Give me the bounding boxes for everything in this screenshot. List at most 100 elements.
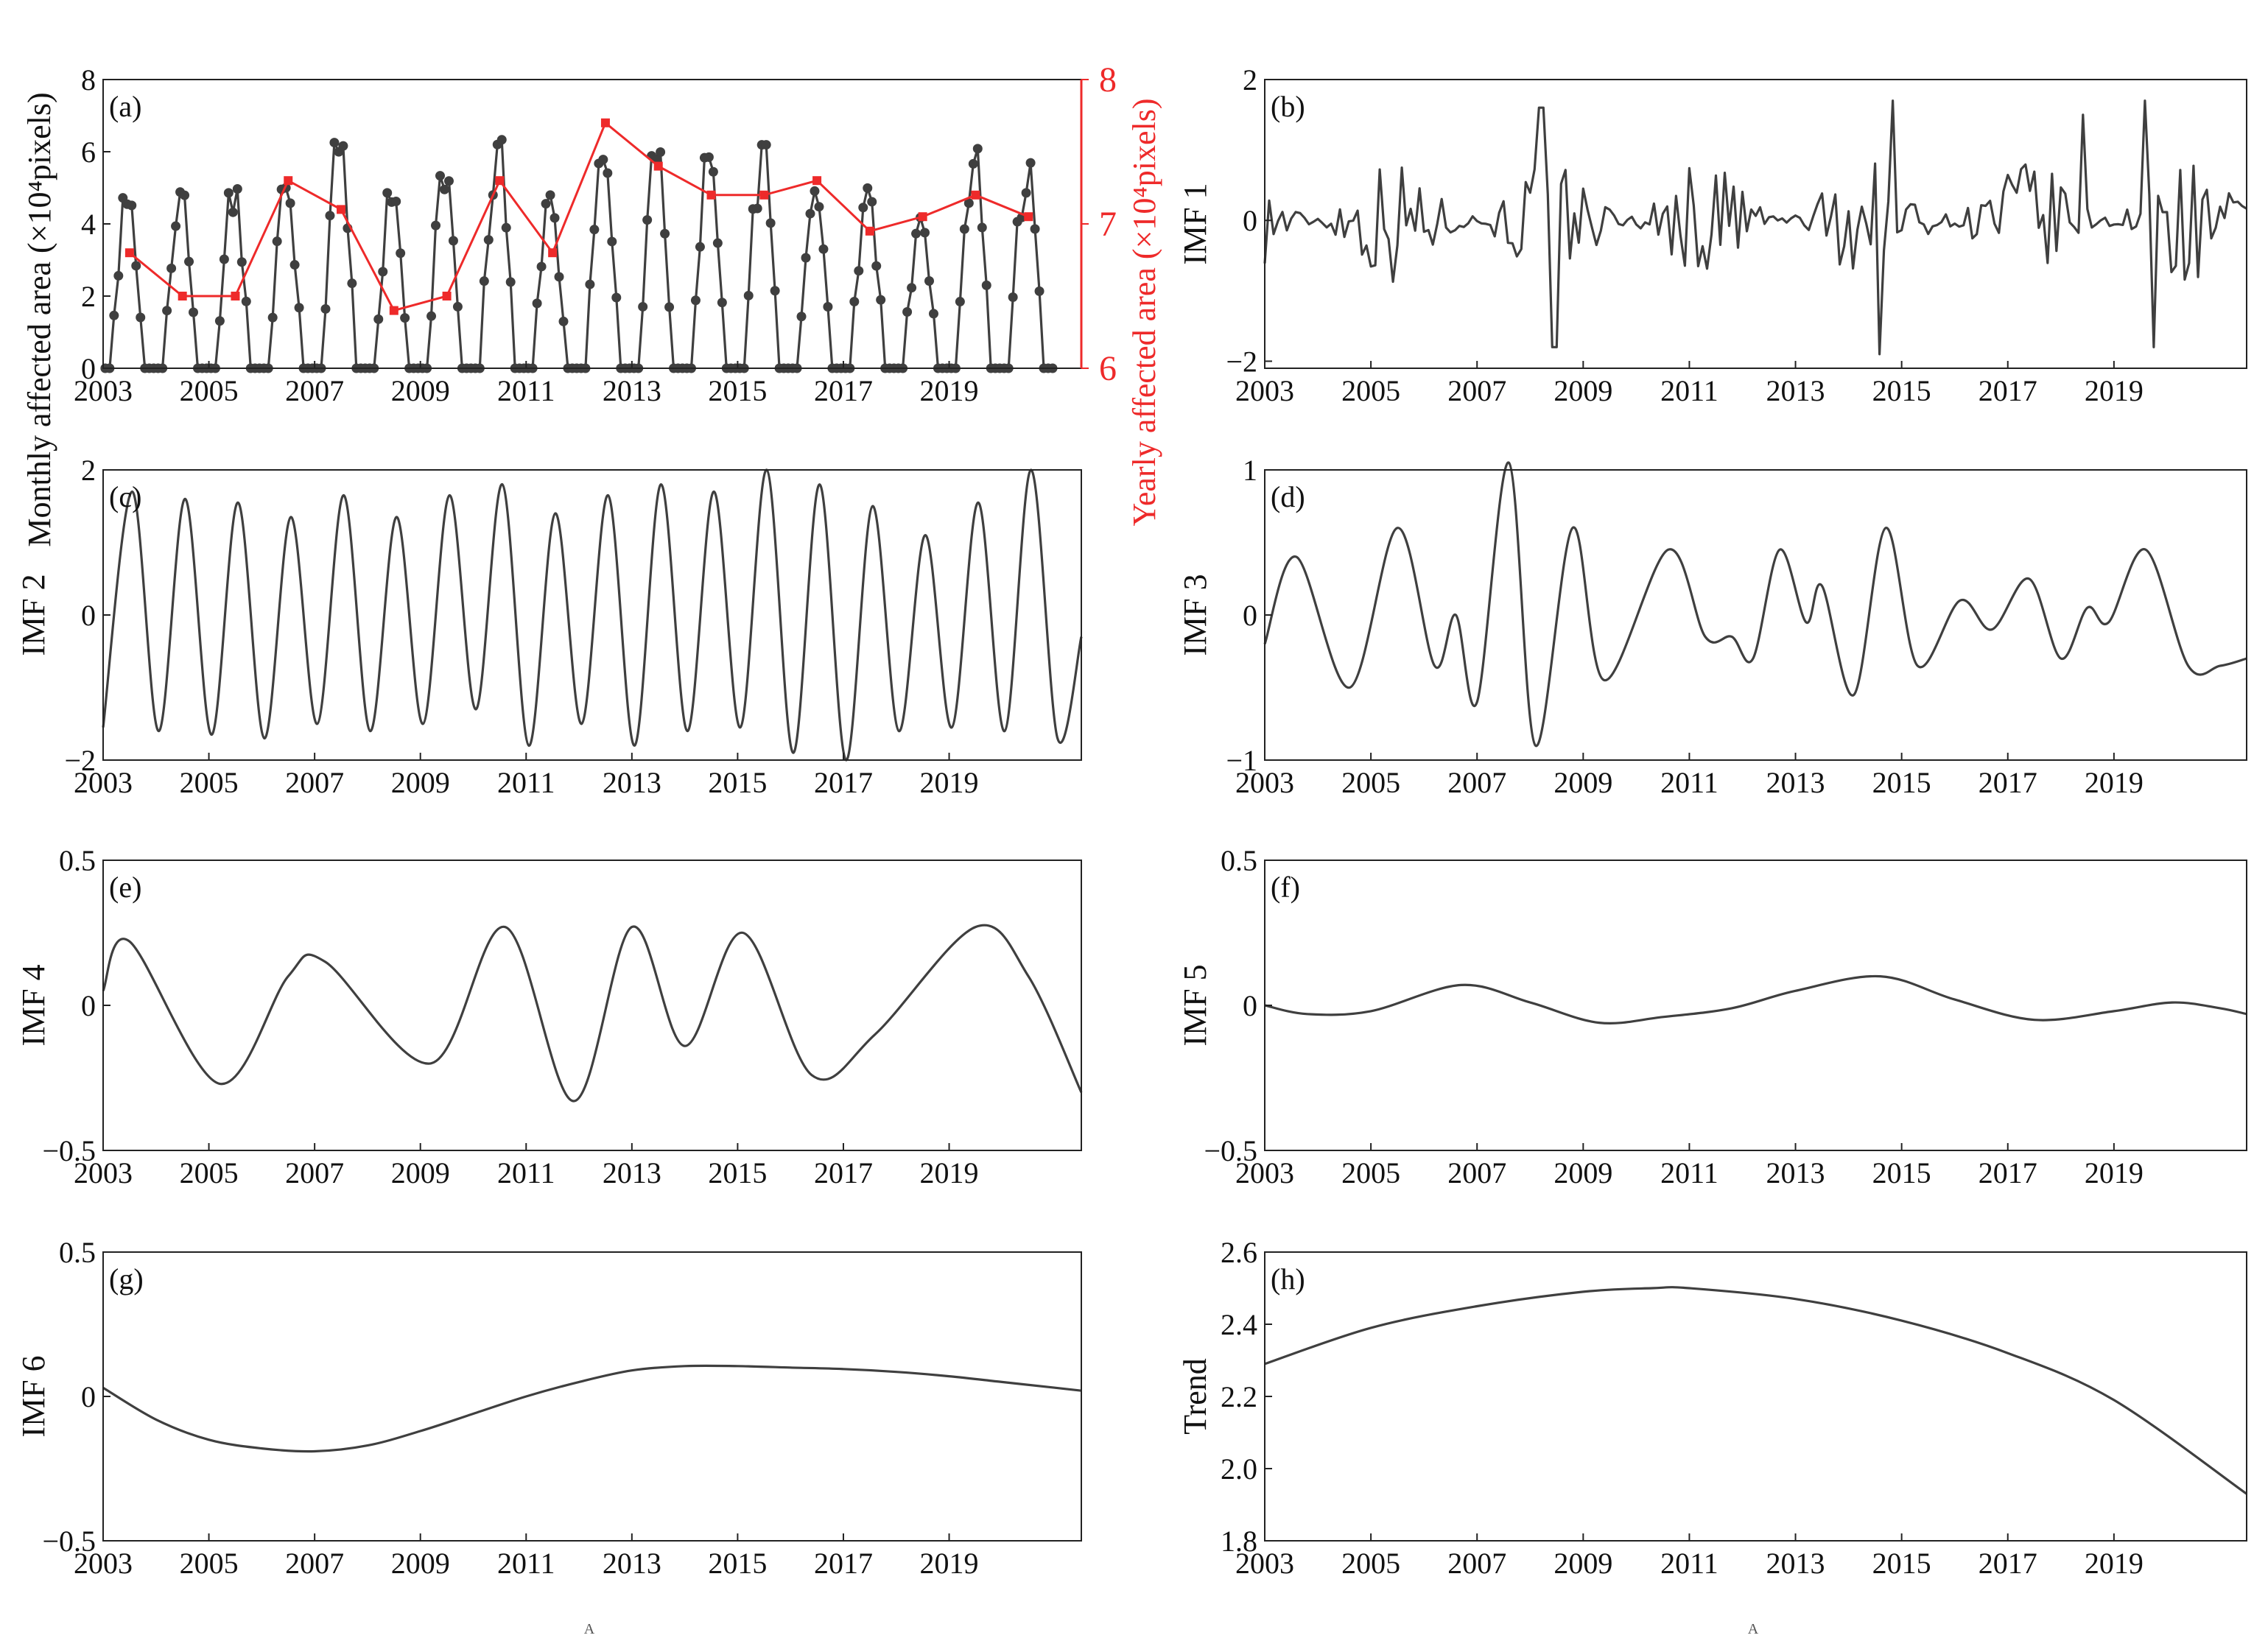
data-point-yearly (548, 248, 558, 258)
data-point-monthly (911, 228, 921, 239)
data-point-monthly (703, 152, 714, 162)
y-tick-label: 0 (1243, 599, 1257, 632)
data-point-monthly (770, 286, 780, 296)
y-tick-label: 0 (81, 1380, 96, 1413)
x-tick-label: 2007 (285, 766, 344, 799)
data-point-monthly (439, 184, 449, 194)
data-point-monthly (1008, 292, 1018, 303)
data-point-monthly (214, 316, 225, 326)
x-tick-label: 2005 (1341, 766, 1400, 799)
x-tick-label: 2013 (603, 1547, 661, 1580)
y-tick-label: 8 (81, 63, 96, 96)
data-point-yearly (442, 292, 452, 300)
data-point-monthly (924, 275, 935, 286)
data-point-yearly (1024, 212, 1033, 222)
panel-g: 2003 2005 2007 2009 2011 2013 2015 2017 2019 −0.5… (15, 1236, 1082, 1580)
y-axis-label: IMF 4 (15, 964, 52, 1046)
x-tick-label: 2009 (391, 766, 450, 799)
x-tick-label: 2009 (1553, 1156, 1612, 1189)
data-point-yearly (495, 176, 505, 186)
data-point-monthly (223, 188, 234, 198)
data-point-monthly (761, 140, 771, 150)
x-tick-label: 2011 (1660, 1156, 1718, 1189)
data-point-monthly (1034, 286, 1045, 296)
series-line-d-0 (1263, 461, 2247, 747)
data-point-monthly (695, 242, 705, 252)
data-point-monthly (558, 316, 569, 326)
x-tick-label: 2005 (180, 1547, 239, 1580)
data-point-yearly (389, 306, 399, 315)
series-line-f-0 (1264, 974, 2247, 1024)
panel-label: (h) (1271, 1262, 1305, 1296)
data-point-monthly (902, 307, 913, 317)
x-tick-label: 2005 (180, 1156, 239, 1189)
x-tick-label: 2015 (708, 374, 767, 407)
data-point-yearly (284, 176, 293, 186)
data-point-monthly (541, 199, 551, 209)
x-tick-label: 2015 (708, 1156, 767, 1189)
x-tick-label: 2013 (1766, 374, 1825, 407)
x-tick-label: 2019 (2085, 1547, 2144, 1580)
x-tick-label: 2011 (497, 1156, 555, 1189)
data-point-monthly (171, 221, 181, 231)
x-tick-label: 2013 (1766, 1156, 1825, 1189)
data-point-monthly (338, 141, 348, 151)
x-tick-label: 2019 (2085, 1156, 2144, 1189)
y-tick-label: 1 (1243, 454, 1257, 487)
x-tick-label: 2017 (814, 1547, 873, 1580)
x-tick-label: 2015 (708, 1547, 767, 1580)
x-tick-label: 2017 (1979, 374, 2037, 407)
data-point-monthly (959, 224, 969, 234)
data-point-monthly (400, 313, 410, 323)
data-point-monthly (236, 257, 247, 267)
x-tick-label: 2019 (920, 766, 979, 799)
data-point-monthly (325, 211, 335, 221)
y-tick-label: 1.8 (1221, 1525, 1257, 1558)
x-tick-label: 2011 (1660, 1547, 1718, 1580)
data-point-monthly (294, 303, 304, 313)
y-tick-label: 0 (81, 989, 96, 1022)
x-tick-label: 2003 (74, 1547, 133, 1580)
panel-label: (d) (1271, 480, 1305, 513)
data-point-monthly (854, 266, 864, 276)
x-tick-label: 2007 (1447, 374, 1506, 407)
data-point-monthly (443, 176, 454, 186)
data-point-monthly (496, 135, 507, 145)
y-tick-label: −1 (1226, 744, 1257, 777)
x-tick-label: 2009 (1553, 1547, 1612, 1580)
x-tick-label: 2005 (180, 374, 239, 407)
panel-f: 2003 2005 2007 2009 2011 2013 2015 2017 2019 −0.5… (1177, 844, 2247, 1189)
data-point-monthly (285, 198, 295, 208)
data-point-monthly (805, 208, 815, 219)
data-point-monthly (690, 295, 701, 306)
data-point-monthly (863, 183, 873, 193)
x-tick-label: 2013 (603, 766, 661, 799)
x-tick-label: 2019 (920, 374, 979, 407)
data-point-monthly (717, 298, 727, 308)
data-point-monthly (603, 168, 613, 178)
y-tick-label: 0 (1243, 204, 1257, 237)
data-point-monthly (849, 297, 860, 307)
data-point-monthly (664, 302, 675, 312)
y-tick-label: 2 (81, 280, 96, 313)
data-point-monthly (162, 306, 172, 316)
x-tick-label: 2019 (920, 1547, 979, 1580)
x-tick-label: 2017 (814, 1156, 873, 1189)
x-tick-label: 2003 (1235, 1156, 1294, 1189)
y-tick-label: 2.0 (1221, 1452, 1257, 1486)
panel-a: 2003 2005 2007 2009 2011 2013 2015 2017 2019 0 2 4 6… (21, 60, 1162, 547)
data-point-monthly (431, 220, 441, 231)
data-point-monthly (1021, 188, 1031, 198)
data-point-yearly (124, 248, 134, 258)
x-tick-label: 2011 (1660, 766, 1718, 799)
x-tick-label: 2017 (1979, 1156, 2037, 1189)
y-tick-label: −2 (64, 744, 96, 777)
x-tick-label: 2017 (1979, 1547, 2037, 1580)
data-point-monthly (267, 312, 278, 323)
data-point-monthly (391, 196, 401, 206)
data-point-monthly (136, 312, 146, 323)
plot-frame-e (102, 860, 1082, 1151)
plot-frame-f (1264, 860, 2247, 1151)
data-point-monthly (228, 207, 238, 217)
x-tick-label: 2007 (1447, 1156, 1506, 1189)
